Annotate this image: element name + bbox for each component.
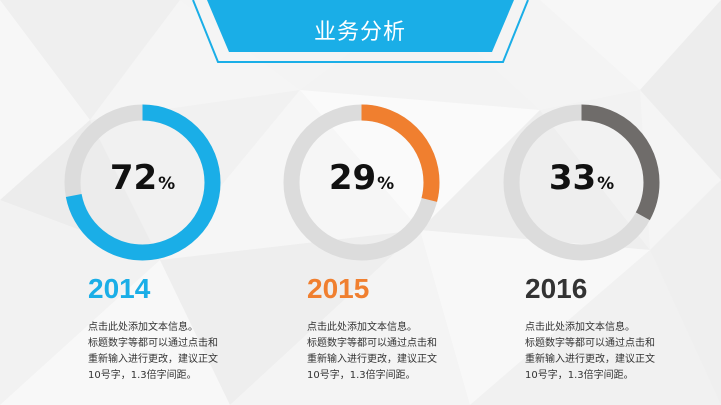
description-line: 点击此处添加文本信息。: [525, 322, 635, 333]
donut-chart-2016: 33%: [499, 100, 664, 265]
description-line: 10号字，1.3倍字间距。: [525, 370, 634, 381]
donut-unit-2014: %: [158, 174, 176, 194]
description-line: 标题数字等都可以通过点击和: [88, 338, 218, 349]
donut-arc-2016: [503, 104, 660, 261]
description-2014: 点击此处添加文本信息。 标题数字等都可以通过点击和 重新输入进行更改，建议正文 …: [88, 320, 248, 384]
donut-arc-2014: [64, 104, 221, 261]
donut-value-label-2015: 29%: [279, 158, 444, 198]
description-2016: 点击此处添加文本信息。 标题数字等都可以通过点击和 重新输入进行更改，建议正文 …: [525, 320, 685, 384]
donut-unit-2016: %: [597, 174, 615, 194]
year-label-2015: 2015: [307, 273, 370, 304]
description-line: 重新输入进行更改，建议正文: [307, 354, 437, 365]
donut-value-label-2014: 72%: [60, 158, 225, 198]
year-label-2014: 2014: [88, 273, 151, 304]
donut-value-label-2016: 33%: [499, 158, 664, 198]
donut-chart-2014: 72%: [60, 100, 225, 265]
description-line: 标题数字等都可以通过点击和: [307, 338, 437, 349]
description-line: 点击此处添加文本信息。: [88, 322, 198, 333]
donut-value-2015: 29: [328, 158, 377, 198]
donut-arc-2015: [283, 104, 440, 261]
donut-value-2016: 33: [548, 158, 597, 198]
description-line: 重新输入进行更改，建议正文: [525, 354, 655, 365]
banner-shape: [192, 0, 529, 63]
description-line: 重新输入进行更改，建议正文: [88, 354, 218, 365]
donut-svg-2015: [283, 104, 440, 261]
header-banner: 业务分析: [0, 0, 721, 80]
donut-chart-2015: 29%: [279, 100, 444, 265]
donut-value-2014: 72: [109, 158, 158, 198]
description-2015: 点击此处添加文本信息。 标题数字等都可以通过点击和 重新输入进行更改，建议正文 …: [307, 320, 467, 384]
page-title: 业务分析: [313, 20, 406, 45]
donut-unit-2015: %: [377, 174, 395, 194]
description-line: 10号字，1.3倍字间距。: [88, 370, 197, 381]
donut-svg-2014: [64, 104, 221, 261]
year-label-2016: 2016: [525, 273, 588, 304]
donut-svg-2016: [503, 104, 660, 261]
description-line: 10号字，1.3倍字间距。: [307, 370, 416, 381]
description-line: 点击此处添加文本信息。: [307, 322, 417, 333]
description-line: 标题数字等都可以通过点击和: [525, 338, 655, 349]
